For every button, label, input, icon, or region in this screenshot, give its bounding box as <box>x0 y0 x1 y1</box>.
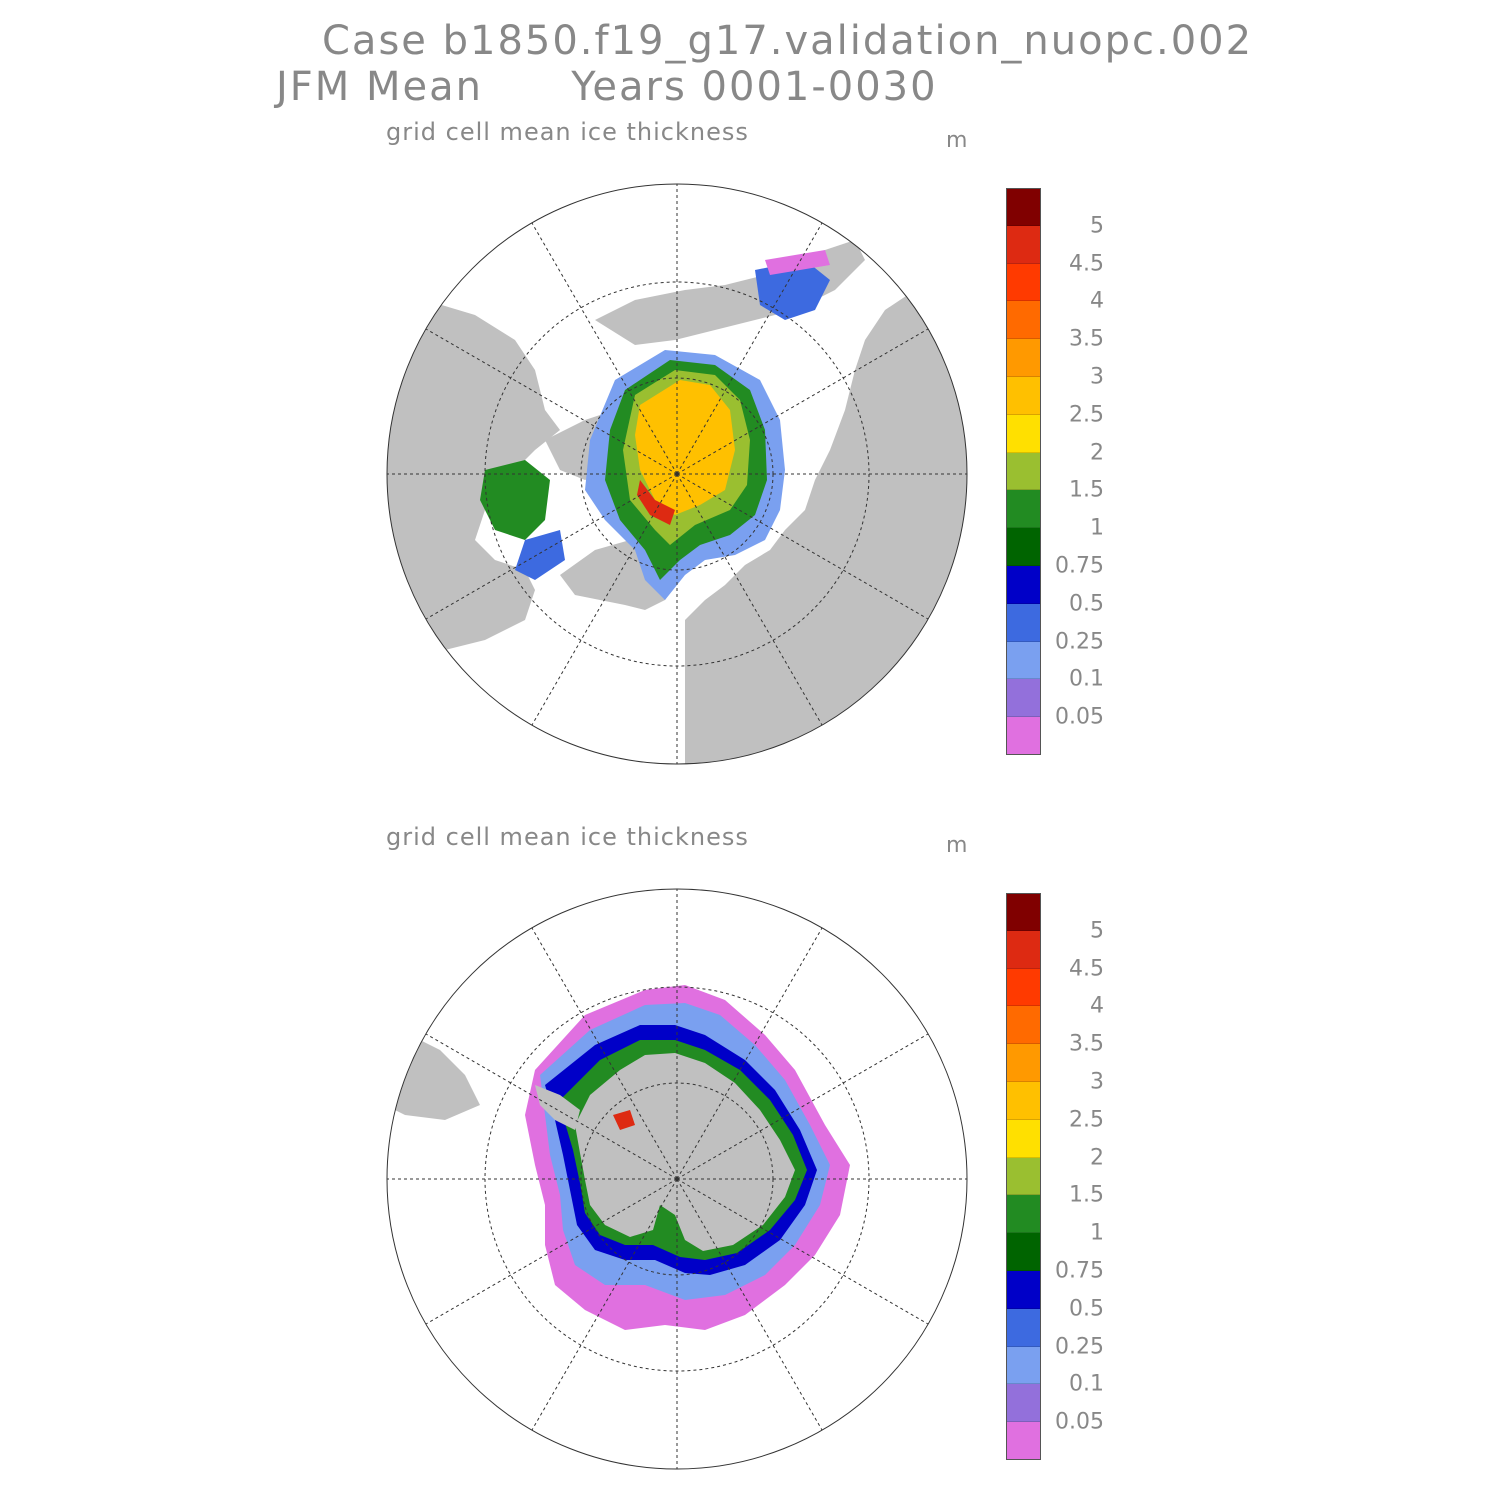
colorbar-swatch <box>1006 339 1041 377</box>
colorbar-south <box>1006 893 1041 1460</box>
land-peninsula <box>535 1085 580 1130</box>
arctic-map <box>386 183 968 765</box>
colorbar-tick-label: 0.5 <box>1069 591 1104 617</box>
colorbar-swatch <box>1006 930 1041 969</box>
colorbar-tick-label: 0.25 <box>1055 1334 1104 1360</box>
colorbar-tick-label: 4.5 <box>1069 251 1104 277</box>
panel-south-units: m <box>946 833 968 858</box>
panel-north-title: grid cell mean ice thickness <box>386 118 749 146</box>
colorbar-swatch <box>1006 1233 1041 1271</box>
colorbar-tick-label: 0.25 <box>1055 629 1104 655</box>
colorbar-swatch <box>1006 1384 1041 1423</box>
antarctic-map <box>386 888 968 1470</box>
colorbar-tick-label: 1 <box>1090 1220 1104 1246</box>
colorbar-swatch <box>1006 263 1041 302</box>
colorbar-tick-label: 3.5 <box>1069 1031 1104 1057</box>
ice-baffin <box>515 530 565 580</box>
panel-south-title: grid cell mean ice thickness <box>386 823 749 851</box>
colorbar-swatch <box>1006 414 1041 453</box>
colorbar-swatch <box>1006 1270 1041 1309</box>
colorbar-tick-label: 5 <box>1090 213 1104 239</box>
colorbar-tick-label: 0.75 <box>1055 553 1104 579</box>
colorbar-swatch <box>1006 1422 1041 1460</box>
land-scandinavia <box>695 600 755 680</box>
main-title-line1: Case b1850.f19_g17.validation_nuopc.002 <box>322 18 1254 64</box>
colorbar-swatch <box>1006 376 1041 415</box>
colorbar-swatch <box>1006 490 1041 529</box>
ice-zone-2-5m <box>635 380 735 515</box>
colorbar-tick-label: 1.5 <box>1069 1182 1104 1208</box>
colorbar-swatch <box>1006 1081 1041 1120</box>
colorbar-tick-label: 1.5 <box>1069 477 1104 503</box>
colorbar-tick-label: 3.5 <box>1069 326 1104 352</box>
colorbar-swatch <box>1006 225 1041 264</box>
panel-north-units: m <box>946 128 968 153</box>
colorbar-swatch <box>1006 1044 1041 1082</box>
colorbar-swatch <box>1006 893 1041 931</box>
ice-zone-thick <box>637 480 675 525</box>
colorbar-tick-label: 0.05 <box>1055 1409 1104 1435</box>
colorbar-swatch <box>1006 1195 1041 1234</box>
colorbar-tick-label: 0.75 <box>1055 1258 1104 1284</box>
colorbar-swatch <box>1006 1346 1041 1385</box>
colorbar-tick-label: 0.1 <box>1069 666 1104 692</box>
colorbar-tick-label: 0.5 <box>1069 1296 1104 1322</box>
colorbar-tick-label: 2 <box>1090 440 1104 466</box>
colorbar-tick-label: 4 <box>1090 993 1104 1019</box>
colorbar-tick-label: 4 <box>1090 288 1104 314</box>
colorbar-swatch <box>1006 1119 1041 1158</box>
colorbar-tick-label: 3 <box>1090 1069 1104 1095</box>
colorbar-swatch <box>1006 679 1041 718</box>
colorbar-tick-label: 1 <box>1090 515 1104 541</box>
colorbar-swatch <box>1006 188 1041 226</box>
ice-thick-weddell <box>613 1110 635 1130</box>
land-alaska-chukotka <box>595 240 865 345</box>
land-eurasia <box>685 280 967 764</box>
colorbar-tick-label: 0.05 <box>1055 704 1104 730</box>
ice-okhotsk <box>765 250 830 275</box>
colorbar-swatch <box>1006 641 1041 680</box>
colorbar-swatch <box>1006 1157 1041 1196</box>
colorbar-tick-label: 2.5 <box>1069 1107 1104 1133</box>
colorbar-tick-label: 0.1 <box>1069 1371 1104 1397</box>
colorbar-swatch <box>1006 717 1041 755</box>
colorbar-swatch <box>1006 1308 1041 1347</box>
land-north-america <box>387 300 560 720</box>
colorbar-swatch <box>1006 452 1041 491</box>
colorbar-tick-label: 3 <box>1090 364 1104 390</box>
land-africa-tip <box>930 1425 967 1469</box>
colorbar-tick-label: 2.5 <box>1069 402 1104 428</box>
colorbar-swatch <box>1006 968 1041 1007</box>
colorbar-swatch <box>1006 1006 1041 1045</box>
colorbar-swatch <box>1006 528 1041 566</box>
colorbar-swatch <box>1006 301 1041 340</box>
colorbar-swatch <box>1006 565 1041 604</box>
colorbar-tick-label: 4.5 <box>1069 956 1104 982</box>
main-title-line2: JFM Mean Years 0001-0030 <box>276 64 938 110</box>
ice-hudson-bay <box>480 460 550 540</box>
land-antarctica <box>575 1053 795 1251</box>
colorbar-tick-label: 2 <box>1090 1145 1104 1171</box>
ice-bering <box>755 260 830 320</box>
colorbar-north <box>1006 188 1041 755</box>
colorbar-swatch <box>1006 603 1041 642</box>
colorbar-tick-label: 5 <box>1090 918 1104 944</box>
